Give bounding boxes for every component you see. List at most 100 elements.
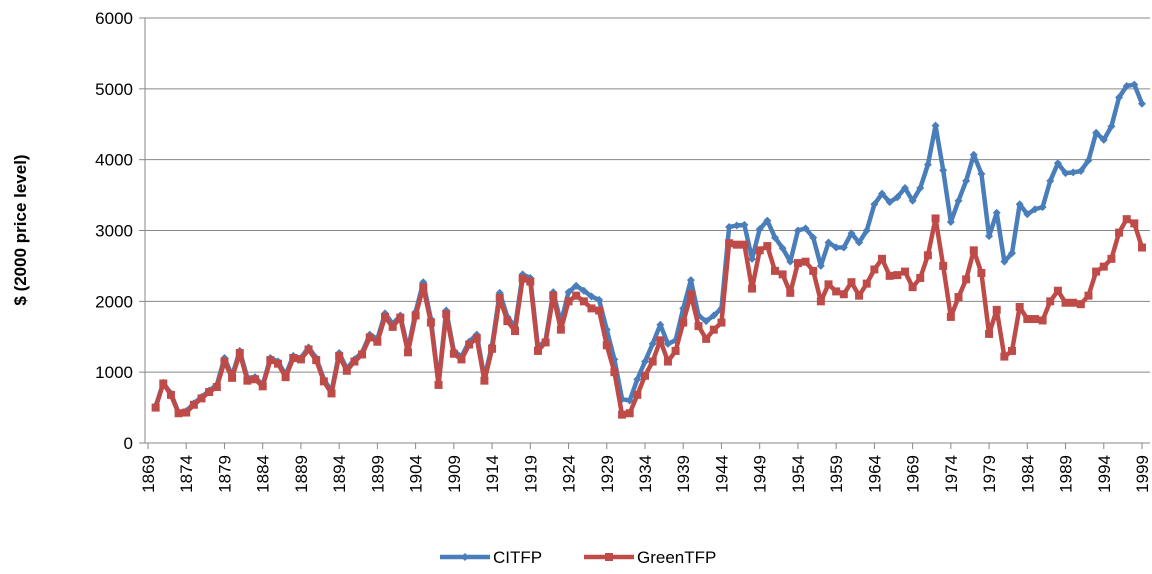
x-tick-label: 1969 [904,455,923,493]
data-point [770,233,779,242]
x-tick-label: 1974 [942,455,961,493]
data-point [977,169,986,178]
data-point [656,336,665,345]
x-tick-label: 1984 [1018,455,1037,493]
data-point [878,254,887,263]
data-point [488,344,497,353]
data-point [1030,205,1039,214]
data-point [564,297,573,306]
data-point [992,208,1001,217]
data-point [1099,262,1108,271]
data-point [1038,316,1047,325]
y-tick-label: 5000 [95,80,133,99]
data-point [1130,80,1139,89]
data-point [793,259,802,268]
data-point [977,269,986,277]
data-point [809,266,818,275]
x-tick-label: 1964 [865,455,884,493]
data-point [587,304,596,313]
data-point [969,246,978,255]
data-point [595,295,604,304]
data-point [618,410,627,419]
data-point [373,337,382,346]
series-line [153,216,1145,417]
y-tick-label: 3000 [95,222,133,241]
data-point [342,366,351,375]
data-point [1069,298,1078,307]
data-point [770,266,779,275]
data-point [159,379,168,388]
data-point [1069,168,1078,177]
data-point [962,275,971,284]
data-point [1030,315,1039,324]
data-point [786,288,795,297]
data-point [839,243,848,252]
data-point [1023,315,1032,324]
data-point [916,184,925,192]
data-point [556,325,565,334]
y-tick-label: 4000 [95,151,133,170]
data-point [434,380,443,389]
data-point [212,383,221,392]
data-point [870,200,879,209]
data-point [816,261,825,270]
data-point [327,389,336,398]
data-point [281,373,290,382]
data-point [954,196,963,205]
data-point [312,356,321,365]
data-point [900,267,909,276]
legend-marker [605,553,613,561]
x-tick-label: 1874 [177,455,196,493]
data-point [633,375,642,384]
x-tick-label: 1879 [215,455,234,493]
data-point [495,293,504,302]
data-point [939,166,948,175]
data-point [702,317,711,326]
data-point [732,221,741,230]
data-point [786,257,795,266]
data-point [923,160,932,169]
data-point [709,311,718,320]
data-point [748,254,757,263]
data-point [656,320,665,329]
data-point [1076,300,1085,309]
legend-label: GreenTFP [637,548,716,567]
x-tick-label: 1909 [445,455,464,493]
data-point [885,271,894,280]
x-tick-label: 1929 [598,455,617,493]
data-point [381,312,390,321]
data-point [847,229,856,238]
y-tick-label: 1000 [95,363,133,382]
data-point [778,244,787,253]
data-point [251,375,260,384]
data-point [900,184,909,192]
x-tick-label: 1924 [560,455,579,493]
data-point [1061,169,1070,178]
data-point [189,400,198,409]
data-point [1092,267,1101,276]
x-tick-label: 1904 [407,455,426,493]
data-point [564,288,573,297]
x-tick-label: 1989 [1057,455,1076,493]
data-point [549,291,558,300]
data-point [1107,122,1116,131]
x-tick-label: 1889 [292,455,311,493]
data-point [442,310,451,319]
y-axis-label: $ (2000 price level) [11,154,30,305]
data-point [755,225,764,234]
data-point [625,396,634,405]
data-point [258,382,267,391]
data-point [304,345,313,354]
data-point [166,390,175,399]
data-point [931,214,940,223]
data-point [151,403,160,412]
data-point [1138,99,1146,108]
data-point [388,322,397,331]
data-point [740,220,749,229]
data-point [174,409,183,418]
data-point [511,327,520,336]
data-point [1008,346,1017,355]
data-point [610,368,619,377]
data-point [403,348,412,357]
data-point [1122,215,1131,224]
